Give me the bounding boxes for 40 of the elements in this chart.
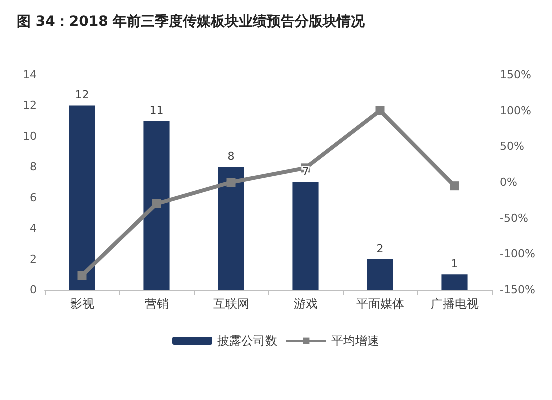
x-tick-label: 互联网: [213, 297, 250, 311]
data-label: 1: [451, 258, 458, 271]
bar: [367, 259, 394, 290]
bar: [218, 167, 244, 290]
point: [226, 178, 236, 187]
x-tick-label: 平面媒体: [356, 297, 404, 311]
x-tick-label: 广播电视: [430, 297, 479, 311]
data-label: 8: [228, 150, 235, 164]
data-label: 2: [376, 242, 384, 256]
bar: [144, 121, 170, 290]
point: [152, 200, 162, 208]
chart-title: 图 34：2018 年前三季度传媒板块业绩预告分版块情况: [17, 13, 366, 30]
x-tick-label: 影视: [70, 297, 94, 311]
y2-tick-label: 50%: [500, 140, 524, 154]
y-tick-label: 6: [30, 191, 37, 204]
point: [78, 271, 87, 280]
y2-tick-label: -150%: [500, 284, 536, 296]
point: [376, 106, 385, 116]
y2-tick-label: -100%: [500, 248, 536, 261]
y-tick-label: 14: [23, 68, 37, 82]
y2-tick-label: 100%: [500, 104, 532, 118]
y2-tick-label: 150%: [500, 68, 532, 82]
legend-label: 披露公司数: [218, 334, 278, 348]
y2-tick-label: -50%: [500, 212, 528, 225]
legend-label: 平均增速: [332, 334, 380, 348]
y-tick-label: 10: [23, 130, 37, 143]
y-tick-label: 4: [30, 222, 37, 236]
y-tick-label: 12: [23, 99, 37, 112]
bar: [292, 182, 319, 290]
data-label: 11: [150, 104, 164, 118]
point: [450, 182, 460, 191]
data-label: 12: [75, 88, 90, 102]
x-tick-label: 游戏: [294, 297, 318, 311]
bar: [442, 274, 468, 290]
bar: [69, 106, 96, 290]
y-tick-label: 0: [30, 284, 37, 296]
y-tick-label: 8: [30, 160, 37, 174]
y-tick-label: 2: [30, 252, 37, 266]
y2-tick-label: 0%: [500, 176, 518, 189]
x-tick-label: 营销: [144, 297, 169, 311]
